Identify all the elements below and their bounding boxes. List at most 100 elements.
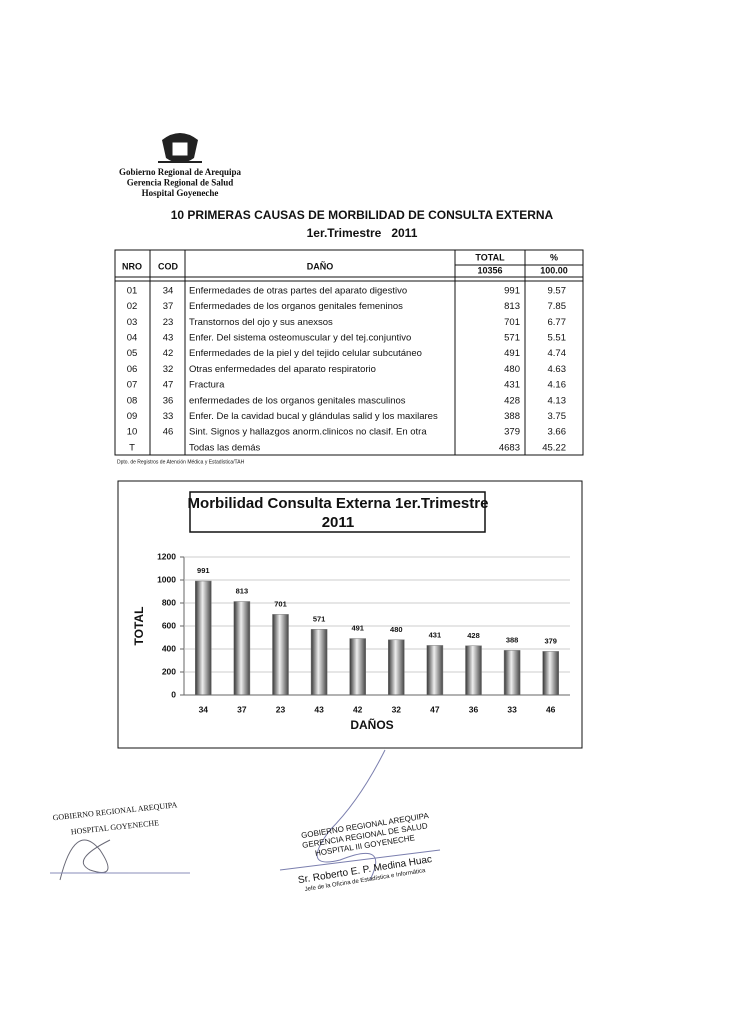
table-cell: enfermedades de los organos genitales ma… — [189, 395, 406, 406]
doc-title: 10 PRIMERAS CAUSAS DE MORBILIDAD DE CONS… — [171, 208, 554, 222]
table-cell: Enfer. Del sistema osteomuscular y del t… — [189, 332, 411, 343]
emblem — [158, 133, 202, 163]
table-grid — [114, 249, 584, 456]
table-cell: 388 — [504, 411, 520, 422]
table-cell: 46 — [163, 427, 174, 438]
bar — [233, 601, 251, 696]
bar — [426, 645, 444, 696]
x-tick-label: 23 — [276, 704, 286, 714]
bar — [542, 651, 559, 696]
y-tick-label: 600 — [162, 620, 176, 630]
table-cell: 47 — [163, 380, 174, 391]
table-cell: Enfermedades de la piel y del tejido cel… — [189, 348, 422, 359]
table-cell: 4.13 — [548, 395, 567, 406]
chart-frame — [117, 480, 583, 749]
y-tick-label: 0 — [171, 689, 176, 699]
table-cell: 4.63 — [548, 364, 567, 375]
x-tick-label: 36 — [469, 704, 479, 714]
table-cell: 32 — [163, 364, 174, 375]
table-cell: 10 — [127, 427, 138, 438]
table-cell: 9.57 — [548, 285, 567, 296]
table-cell: 34 — [163, 285, 174, 296]
table-cell: 4.74 — [548, 348, 567, 359]
table-cell: 36 — [163, 395, 174, 406]
chart-title-line: Morbilidad Consulta Externa 1er.Trimestr… — [188, 495, 489, 512]
table-header: DAÑO — [307, 261, 334, 271]
y-tick-label: 1000 — [157, 574, 176, 584]
chart-title: Morbilidad Consulta Externa 1er.Trimestr… — [188, 495, 489, 531]
table-cell: 4.16 — [548, 380, 567, 391]
y-axis-label: TOTAL — [132, 607, 146, 646]
bar — [503, 650, 521, 696]
table-total: 10356 — [477, 265, 502, 275]
table-header: COD — [158, 261, 179, 271]
stamp-left — [50, 839, 190, 881]
table-cell: 813 — [504, 301, 520, 312]
value-label: 431 — [429, 630, 442, 639]
bar — [310, 629, 328, 696]
table-cell: 45.22 — [542, 442, 566, 453]
table-cell: 05 — [127, 348, 138, 359]
y-tick-label: 200 — [162, 666, 176, 676]
table-cell: 33 — [163, 411, 174, 422]
table-cell: Enfermedades de los organos genitales fe… — [189, 301, 403, 312]
table-header: TOTAL — [475, 252, 505, 262]
table-cell: 06 — [127, 364, 138, 375]
x-tick-label: 42 — [353, 704, 363, 714]
table-cell: 08 — [127, 395, 138, 406]
x-tick-label: 33 — [507, 704, 517, 714]
value-label: 428 — [467, 631, 480, 640]
bar — [388, 639, 405, 696]
bar — [465, 645, 482, 696]
table-cell: 480 — [504, 364, 520, 375]
table-cell: T — [129, 442, 135, 453]
table-cell: 43 — [163, 332, 174, 343]
table-cell: 37 — [163, 301, 174, 312]
chart-title-box — [189, 491, 486, 533]
table-cell: Sint. Signos y hallazgos anorm.clinicos … — [189, 427, 427, 438]
table-cell: 431 — [504, 380, 520, 391]
table-cell: 3.75 — [548, 411, 567, 422]
x-tick-label: 32 — [392, 704, 402, 714]
x-tick-label: 43 — [314, 704, 324, 714]
chart-title-line: 2011 — [322, 514, 355, 531]
table-cell: 379 — [504, 427, 520, 438]
value-label: 480 — [390, 625, 403, 634]
table-cell: Todas las demás — [189, 442, 261, 453]
table-cell: 23 — [163, 317, 174, 328]
table-cell: 42 — [163, 348, 174, 359]
value-label: 813 — [236, 586, 249, 595]
table-cell: 6.77 — [548, 317, 567, 328]
table-total: 100.00 — [540, 265, 568, 275]
org-line: Gerencia Regional de Salud — [127, 178, 234, 188]
y-tick-label: 1200 — [157, 551, 176, 561]
source-note: Dpto. de Registros de Atención Médica y … — [117, 459, 245, 465]
table-cell: Enfermedades de otras partes del aparato… — [189, 285, 407, 296]
table-cell: 09 — [127, 411, 138, 422]
org-line: Gobierno Regional de Arequipa — [119, 167, 242, 177]
value-label: 571 — [313, 614, 326, 623]
table-cell: Transtornos del ojo y sus anexsos — [189, 317, 333, 328]
org-line: Hospital Goyeneche — [142, 188, 219, 198]
table-cell: 428 — [504, 395, 520, 406]
table-header: NRO — [122, 261, 142, 271]
table-header: % — [550, 252, 558, 262]
y-tick-label: 400 — [162, 643, 176, 653]
value-label: 991 — [197, 566, 210, 575]
table-cell: 7.85 — [548, 301, 567, 312]
table-cell: 701 — [504, 317, 520, 328]
x-tick-label: 47 — [430, 704, 440, 714]
table-cell: 04 — [127, 332, 138, 343]
bar — [272, 614, 289, 696]
table-cell: 5.51 — [548, 332, 567, 343]
bar — [349, 638, 366, 696]
value-label: 379 — [544, 636, 557, 645]
x-axis-label: DAÑOS — [350, 717, 393, 732]
table-cell: 3.66 — [548, 427, 567, 438]
y-tick-label: 800 — [162, 597, 176, 607]
x-tick-label: 46 — [546, 704, 556, 714]
table-cell: 07 — [127, 380, 138, 391]
value-label: 701 — [274, 599, 287, 608]
table-cell: 01 — [127, 285, 138, 296]
